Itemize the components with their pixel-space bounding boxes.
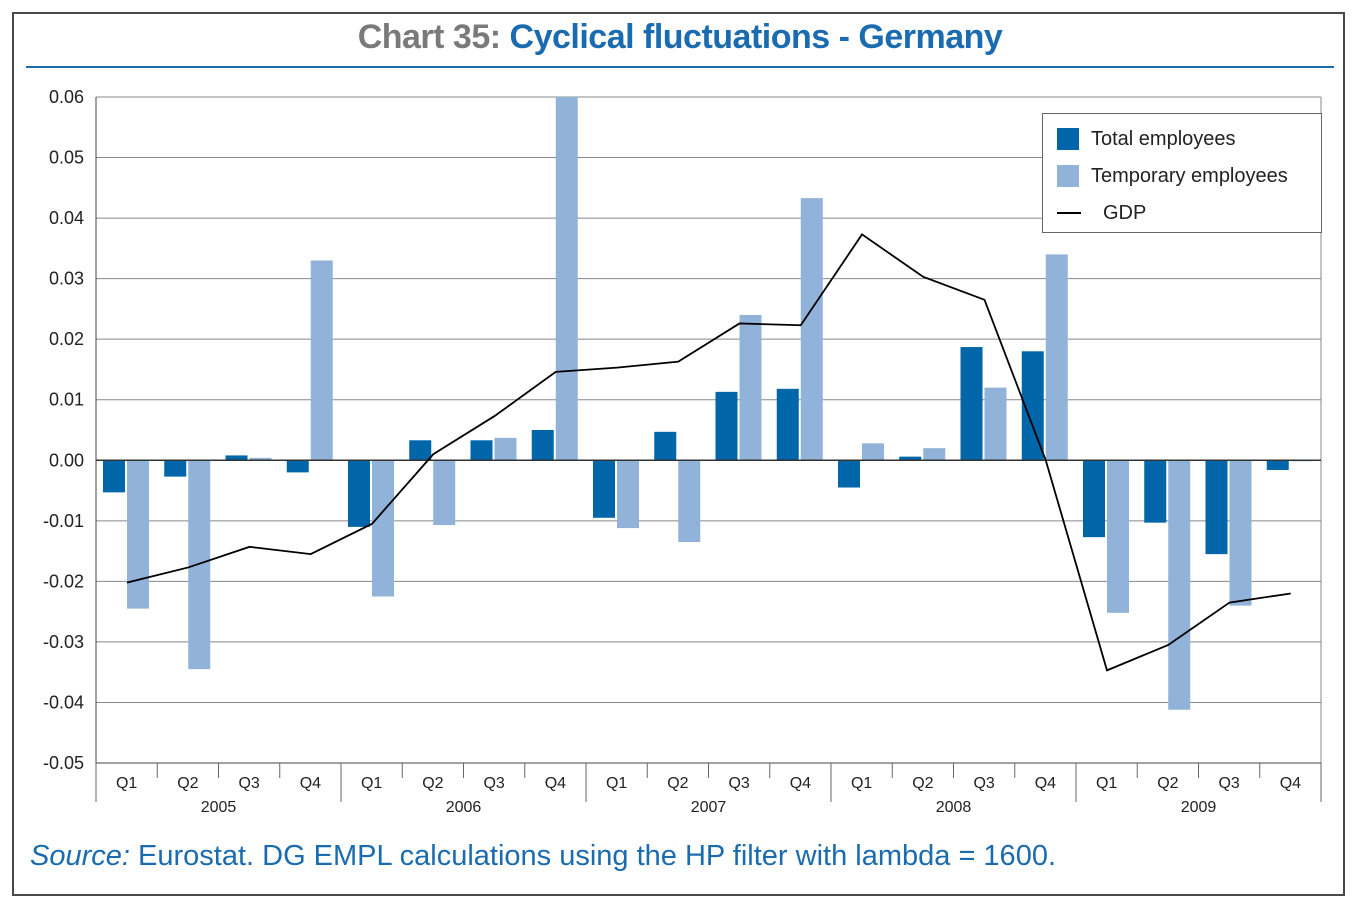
y-tick-label: -0.01 xyxy=(43,511,84,531)
bar-temporary-employees xyxy=(494,437,517,461)
bar-total-employees xyxy=(1144,460,1167,523)
x-tick-label: Q2 xyxy=(422,775,443,792)
x-tick-label: Q4 xyxy=(545,775,566,792)
x-tick-label: Q2 xyxy=(177,775,198,792)
bar-total-employees xyxy=(593,460,615,518)
bar-total-employees xyxy=(715,391,738,461)
source-text: Eurostat. DG EMPL calculations using the… xyxy=(138,840,1057,872)
x-year-label: 2006 xyxy=(446,799,482,816)
x-tick-label: Q3 xyxy=(238,775,259,792)
legend-swatch-total xyxy=(1057,128,1079,150)
x-tick-label: Q4 xyxy=(1035,775,1056,792)
y-tick-label: 0.03 xyxy=(49,269,84,289)
bar-total-employees xyxy=(1205,460,1228,555)
chart-title: Chart 35: Cyclical fluctuations - German… xyxy=(0,18,1360,57)
bar-temporary-employees xyxy=(1229,460,1252,606)
legend-label-temporary: Temporary employees xyxy=(1091,164,1288,187)
bar-total-employees xyxy=(348,460,370,527)
chart-title-prefix: Chart 35: xyxy=(357,18,501,56)
x-tick-label: Q1 xyxy=(361,775,382,792)
bar-temporary-employees xyxy=(984,387,1007,461)
bar-temporary-employees xyxy=(862,443,884,461)
bar-total-employees xyxy=(838,460,860,488)
bar-total-employees xyxy=(164,460,187,477)
bar-total-employees xyxy=(960,347,983,461)
bar-temporary-employees xyxy=(1107,460,1129,613)
legend-label-total: Total employees xyxy=(1091,127,1236,150)
bar-total-employees xyxy=(1083,460,1105,538)
x-tick-label: Q2 xyxy=(1157,775,1178,792)
bar-temporary-employees xyxy=(310,260,333,461)
x-tick-label: Q1 xyxy=(606,775,627,792)
bar-temporary-employees xyxy=(1168,460,1191,710)
x-tick-label: Q4 xyxy=(300,775,321,792)
legend-swatch-temporary xyxy=(1057,165,1079,187)
y-tick-label: 0.05 xyxy=(49,148,84,168)
x-tick-label: Q2 xyxy=(667,775,688,792)
bar-temporary-employees xyxy=(739,314,762,461)
source-note: Source: Eurostat. DG EMPL calculations u… xyxy=(30,840,1056,873)
bar-total-employees xyxy=(286,460,309,473)
y-tick-label: 0.01 xyxy=(49,390,84,410)
x-tick-label: Q1 xyxy=(1096,775,1117,792)
x-tick-label: Q3 xyxy=(973,775,994,792)
chart-legend: Total employees Temporary employees GDP xyxy=(1042,113,1322,233)
title-divider xyxy=(26,66,1334,68)
bar-temporary-employees xyxy=(1045,254,1068,461)
x-tick-label: Q4 xyxy=(790,775,811,792)
y-tick-label: 0.02 xyxy=(49,329,84,349)
bar-temporary-employees xyxy=(800,198,823,461)
x-tick-label: Q3 xyxy=(728,775,749,792)
bar-temporary-employees xyxy=(555,97,578,461)
x-tick-label: Q2 xyxy=(912,775,933,792)
x-tick-label: Q1 xyxy=(116,775,137,792)
x-tick-label: Q1 xyxy=(851,775,872,792)
x-year-label: 2007 xyxy=(691,799,727,816)
bar-total-employees xyxy=(776,388,799,461)
source-lead: Source: xyxy=(30,840,130,872)
y-tick-label: -0.05 xyxy=(43,753,84,773)
y-tick-label: -0.04 xyxy=(43,692,84,712)
bar-temporary-employees xyxy=(127,460,149,609)
chart-title-main: Cyclical fluctuations - Germany xyxy=(509,18,1003,56)
bar-temporary-employees xyxy=(923,448,946,461)
line-gdp xyxy=(126,233,1291,672)
bar-total-employees xyxy=(654,431,677,461)
bar-total-employees xyxy=(1266,460,1289,470)
bar-temporary-employees xyxy=(433,460,456,526)
y-tick-label: -0.02 xyxy=(43,571,84,591)
bar-total-employees xyxy=(470,440,493,461)
x-year-label: 2005 xyxy=(201,799,237,816)
y-tick-label: 0.06 xyxy=(49,87,84,107)
legend-swatch-gdp xyxy=(1057,212,1081,214)
bar-total-employees xyxy=(103,460,125,493)
legend-item-temporary: Temporary employees xyxy=(1057,163,1288,189)
legend-label-gdp: GDP xyxy=(1103,201,1147,224)
bar-temporary-employees xyxy=(678,460,701,543)
bar-temporary-employees xyxy=(188,460,211,670)
y-tick-label: -0.03 xyxy=(43,632,84,652)
bar-temporary-employees xyxy=(249,457,272,461)
legend-item-total: Total employees xyxy=(1057,126,1236,152)
bar-total-employees xyxy=(225,455,248,461)
y-tick-label: 0.04 xyxy=(49,208,84,228)
y-tick-label: 0.00 xyxy=(49,450,84,470)
legend-item-gdp: GDP xyxy=(1057,200,1146,226)
x-tick-label: Q3 xyxy=(483,775,504,792)
bar-total-employees xyxy=(899,456,922,461)
bar-temporary-employees xyxy=(372,460,394,597)
x-tick-label: Q4 xyxy=(1280,775,1301,792)
x-year-label: 2008 xyxy=(936,799,972,816)
x-tick-label: Q3 xyxy=(1218,775,1239,792)
bar-total-employees xyxy=(409,440,432,461)
bar-total-employees xyxy=(1021,351,1044,461)
x-year-label: 2009 xyxy=(1181,799,1217,816)
bar-temporary-employees xyxy=(617,460,639,529)
bar-total-employees xyxy=(531,430,554,461)
